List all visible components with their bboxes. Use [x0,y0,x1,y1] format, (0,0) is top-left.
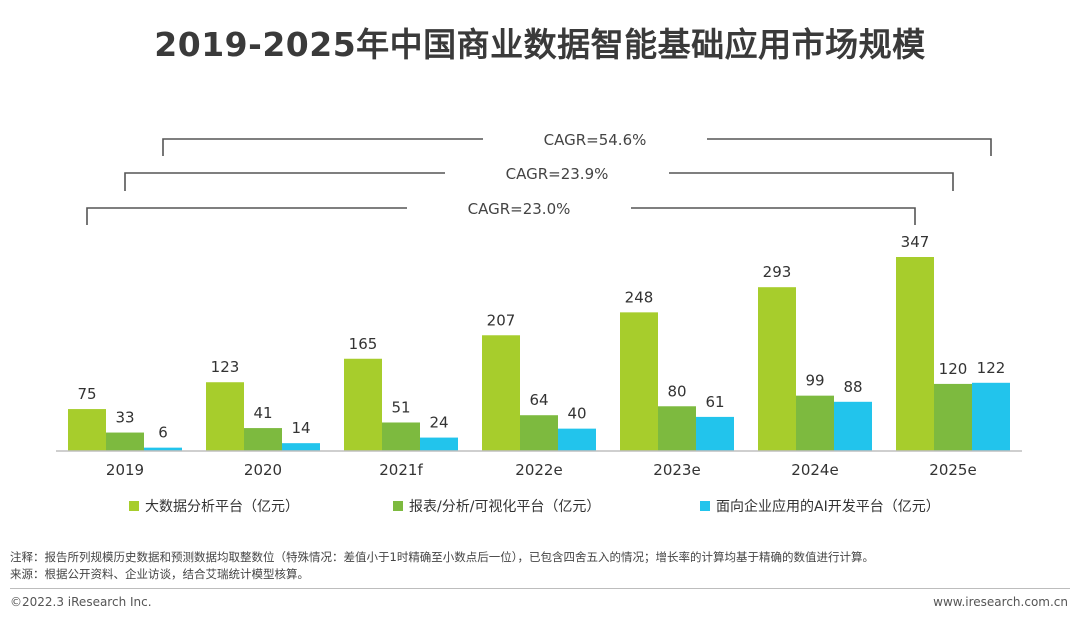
value-label-2024e-s1: 99 [805,372,824,390]
legend-item-big-data: 大数据分析平台（亿元） [129,496,299,516]
value-label-2019-s1: 33 [115,409,134,427]
bar-2024e-s1 [796,395,834,451]
x-tick-label-2024e: 2024e [791,461,838,479]
bar-2021f-s1 [382,422,420,451]
bar-2022e-s2 [558,428,596,451]
x-tick-label-2021f: 2021f [379,461,423,479]
value-label-2022e-s0: 207 [487,311,516,329]
legend-item-reporting: 报表/分析/可视化平台（亿元） [393,496,600,516]
bar-2024e-s2 [834,401,872,451]
legend-swatch-reporting [393,501,403,511]
value-label-2025e-s1: 120 [939,360,968,378]
bar-2025e-s2 [972,382,1010,451]
cagr-bracket-left-2 [86,207,407,225]
bar-chart: 75 33 6 2019 123 41 14 2020 165 51 24 2021f 207 64 40 2… [56,131,1022,479]
value-label-2019-s0: 75 [77,385,96,403]
source-text: 来源：根据公开资料、企业访谈，结合艾瑞统计模型核算。 [10,567,309,581]
footer-copyright: ©2022.3 iResearch Inc. [10,595,152,609]
bar-2021f-s0 [344,358,382,451]
legend-label-ai-platform: 面向企业应用的AI开发平台（亿元） [716,499,940,515]
bar-2020-s0 [206,382,244,451]
value-label-2021f-s1: 51 [391,398,410,416]
bar-2024e-s0 [758,287,796,451]
value-label-2021f-s0: 165 [349,335,378,353]
note-text: 注释：报告所列规模历史数据和预测数据均取整数位（特殊情况：差值小于1时精确至小数… [10,550,875,564]
cagr-bracket-right-1 [669,172,954,191]
cagr-bracket-right-2 [631,207,916,225]
bar-2020-s1 [244,428,282,451]
cagr-label-0: CAGR=54.6% [544,131,647,149]
value-label-2024e-s2: 88 [843,378,862,396]
value-label-2023e-s1: 80 [667,382,686,400]
footer-website: www.iresearch.com.cn [933,595,1068,609]
legend-swatch-big-data [129,501,139,511]
value-label-2023e-s0: 248 [625,288,654,306]
x-tick-label-2025e: 2025e [929,461,976,479]
chart-legend: 大数据分析平台（亿元） 报表/分析/可视化平台（亿元） 面向企业应用的AI开发平… [0,496,1080,518]
cagr-label-2: CAGR=23.0% [468,200,571,218]
legend-item-ai-platform: 面向企业应用的AI开发平台（亿元） [700,496,940,516]
cagr-bracket-left-0 [162,138,483,156]
bar-2019-s1 [106,432,144,451]
value-label-2022e-s2: 40 [567,405,586,423]
x-tick-label-2023e: 2023e [653,461,700,479]
value-label-2024e-s0: 293 [763,263,792,281]
value-label-2020-s0: 123 [211,358,240,376]
bar-2025e-s0 [896,257,934,451]
cagr-label-1: CAGR=23.9% [506,165,609,183]
value-label-2025e-s2: 122 [977,359,1006,377]
chart-title: 2019-2025年中国商业数据智能基础应用市场规模 [154,25,926,64]
value-label-2022e-s1: 64 [529,391,548,409]
value-label-2020-s2: 14 [291,419,310,437]
bar-2019-s2 [144,447,182,451]
footer-divider [10,588,1070,589]
value-label-2019-s2: 6 [158,424,168,442]
bar-2021f-s2 [420,437,458,451]
bar-2023e-s0 [620,312,658,451]
value-label-2020-s1: 41 [253,404,272,422]
cagr-bracket-left-1 [124,172,445,191]
bar-2019-s0 [68,409,106,451]
legend-label-big-data: 大数据分析平台（亿元） [145,499,299,515]
x-tick-label-2022e: 2022e [515,461,562,479]
bar-2023e-s2 [696,416,734,451]
value-label-2025e-s0: 347 [901,233,930,251]
bar-2022e-s0 [482,335,520,451]
x-tick-label-2019: 2019 [106,461,144,479]
bar-2020-s2 [282,443,320,451]
bar-2025e-s1 [934,383,972,451]
cagr-bracket-right-0 [707,138,992,156]
value-label-2021f-s2: 24 [429,414,448,432]
bar-2023e-s1 [658,406,696,451]
x-tick-label-2020: 2020 [244,461,282,479]
legend-label-reporting: 报表/分析/可视化平台（亿元） [409,499,601,515]
legend-swatch-ai-platform [700,501,710,511]
value-label-2023e-s2: 61 [705,393,724,411]
bar-2022e-s1 [520,415,558,451]
